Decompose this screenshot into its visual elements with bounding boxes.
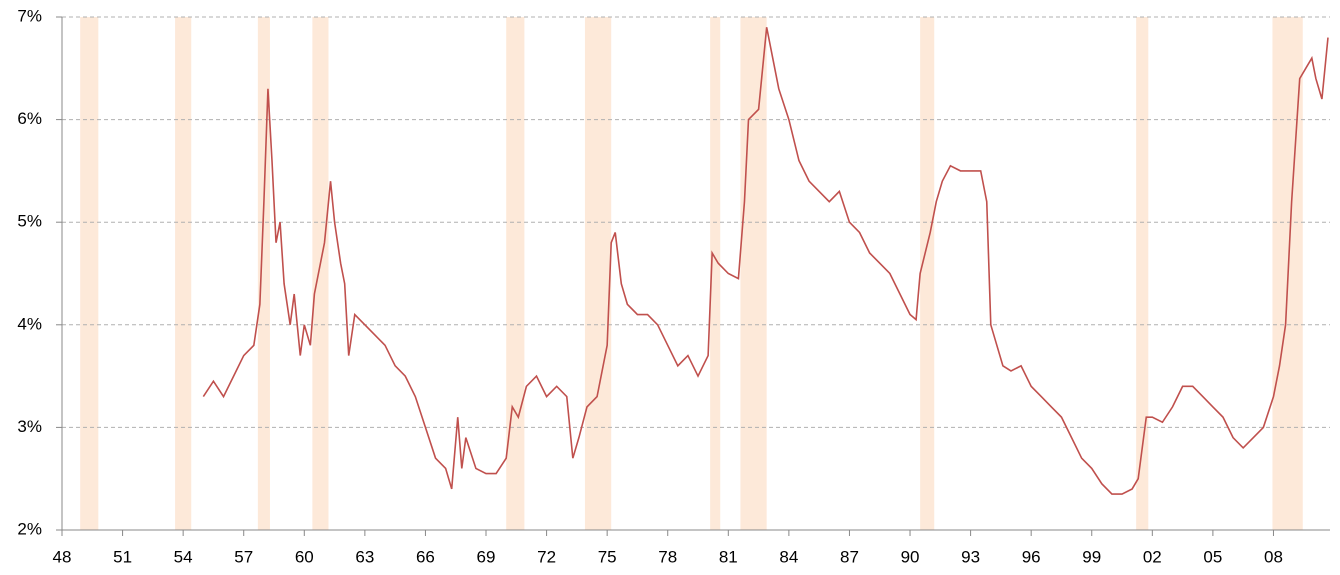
x-tick-label: 63 bbox=[355, 547, 374, 566]
x-tick-label: 99 bbox=[1082, 547, 1101, 566]
y-tick-label: 3% bbox=[17, 417, 42, 436]
x-tick-label: 54 bbox=[174, 547, 193, 566]
recession-band bbox=[710, 17, 721, 530]
x-tick-label: 75 bbox=[598, 547, 617, 566]
x-tick-label: 96 bbox=[1022, 547, 1041, 566]
x-tick-label: 81 bbox=[719, 547, 738, 566]
x-tick-label: 57 bbox=[234, 547, 253, 566]
x-tick-label: 08 bbox=[1264, 547, 1283, 566]
x-tick-label: 51 bbox=[113, 547, 132, 566]
recession-band bbox=[80, 17, 99, 530]
x-tick-label: 93 bbox=[961, 547, 980, 566]
x-tick-label: 05 bbox=[1203, 547, 1222, 566]
x-tick-label: 69 bbox=[477, 547, 496, 566]
y-tick-label: 4% bbox=[17, 314, 42, 333]
x-tick-label: 72 bbox=[537, 547, 556, 566]
x-tick-label: 66 bbox=[416, 547, 435, 566]
x-tick-label: 48 bbox=[53, 547, 72, 566]
y-tick-label: 5% bbox=[17, 212, 42, 231]
y-tick-label: 6% bbox=[17, 109, 42, 128]
recession-band bbox=[175, 17, 192, 530]
y-tick-label: 2% bbox=[17, 519, 42, 538]
x-tick-label: 90 bbox=[901, 547, 920, 566]
x-tick-label: 60 bbox=[295, 547, 314, 566]
recession-band bbox=[1136, 17, 1149, 530]
recession-band bbox=[740, 17, 767, 530]
y-tick-label: 7% bbox=[17, 6, 42, 25]
recession-band bbox=[920, 17, 935, 530]
recession-band bbox=[312, 17, 329, 530]
recession-band bbox=[584, 17, 612, 530]
x-tick-label: 02 bbox=[1143, 547, 1162, 566]
recession-band bbox=[257, 17, 270, 530]
recession-band bbox=[506, 17, 525, 530]
line-series bbox=[202, 27, 1329, 495]
x-tick-label: 87 bbox=[840, 547, 859, 566]
x-tick-label: 84 bbox=[779, 547, 798, 566]
x-tick-label: 78 bbox=[658, 547, 677, 566]
